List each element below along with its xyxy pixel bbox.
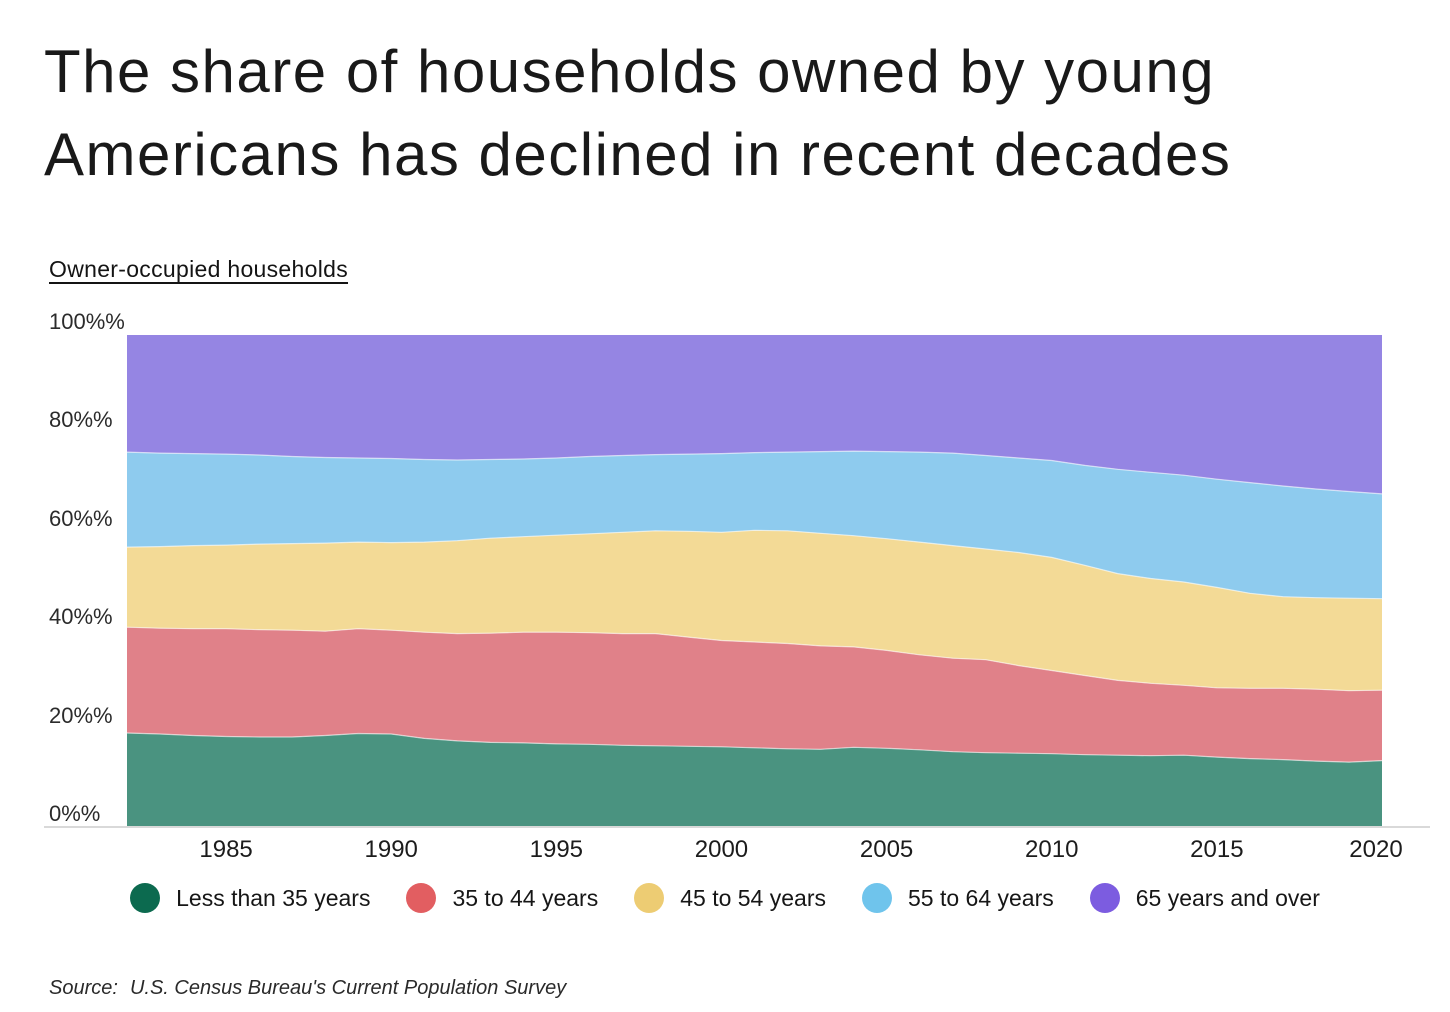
x-axis-line <box>44 826 1430 828</box>
area-45-to-54-years <box>127 530 1382 691</box>
source-note: Source: U.S. Census Bureau's Current Popu… <box>49 977 566 1000</box>
legend-item-45-to-54-years: 45 to 54 years <box>634 883 826 913</box>
legend-dot-icon <box>130 883 161 913</box>
chart-legend: Less than 35 years 35 to 44 years 45 to 54… <box>0 883 1450 913</box>
legend-label: Less than 35 years <box>176 884 371 911</box>
y-tick-label-40: 40%% <box>49 604 113 630</box>
x-tick-label-1990: 1990 <box>364 836 418 863</box>
source-prefix: Source: <box>49 977 118 999</box>
legend-label: 55 to 64 years <box>907 884 1054 911</box>
x-tick-label-2015: 2015 <box>1190 836 1244 863</box>
legend-item-35-to-44-years: 35 to 44 years <box>406 883 598 913</box>
chart-title-line2: Americans has declined in recent decades <box>44 121 1232 188</box>
area-65-years-and-over <box>127 335 1382 494</box>
area-55-to-64-years <box>127 451 1382 599</box>
stacked-area-svg <box>127 335 1382 827</box>
area-boundary-line <box>127 626 1382 692</box>
y-tick-label-0: 0%% <box>49 801 101 826</box>
chart-subtitle: Owner-occupied households <box>49 256 349 282</box>
legend-dot-icon <box>406 883 437 913</box>
area-35-to-44-years <box>127 627 1382 763</box>
y-tick-label-80: 80%% <box>49 407 113 433</box>
area-boundary-line <box>127 732 1382 763</box>
area-less-than-35-years <box>127 733 1382 827</box>
legend-dot-icon <box>634 883 665 913</box>
x-tick-label-2020: 2020 <box>1349 836 1403 863</box>
x-tick-label-1995: 1995 <box>529 836 584 863</box>
legend-dot-icon <box>1089 883 1120 913</box>
x-tick-label-1985: 1985 <box>199 836 253 863</box>
legend-label: 45 to 54 years <box>680 884 826 911</box>
source-text: U.S. Census Bureau's Current Population … <box>129 977 567 999</box>
legend-dot-icon <box>861 883 892 913</box>
y-tick-label-100: 100%% <box>49 309 125 334</box>
x-tick-label-2000: 2000 <box>694 836 749 863</box>
x-tick-label-2005: 2005 <box>859 836 914 863</box>
legend-item-65-years-and-over: 65 years and over <box>1089 883 1320 913</box>
legend-label: 65 years and over <box>1135 884 1320 911</box>
chart-title-line1: The share of households owned by young <box>44 38 1216 105</box>
legend-item-less-than-35-years: Less than 35 years <box>130 883 370 913</box>
chart-title: The share of households owned by young A… <box>44 30 1231 196</box>
legend-item-55-to-64-years: 55 to 64 years <box>861 883 1054 913</box>
x-tick-label-2010: 2010 <box>1025 836 1079 863</box>
y-tick-label-20: 20%% <box>49 702 113 728</box>
y-tick-label-60: 60%% <box>49 505 113 531</box>
legend-label: 35 to 44 years <box>452 884 599 911</box>
stacked-area-plot <box>127 335 1382 827</box>
area-boundary-line <box>127 529 1382 600</box>
area-boundary-line <box>127 450 1382 495</box>
